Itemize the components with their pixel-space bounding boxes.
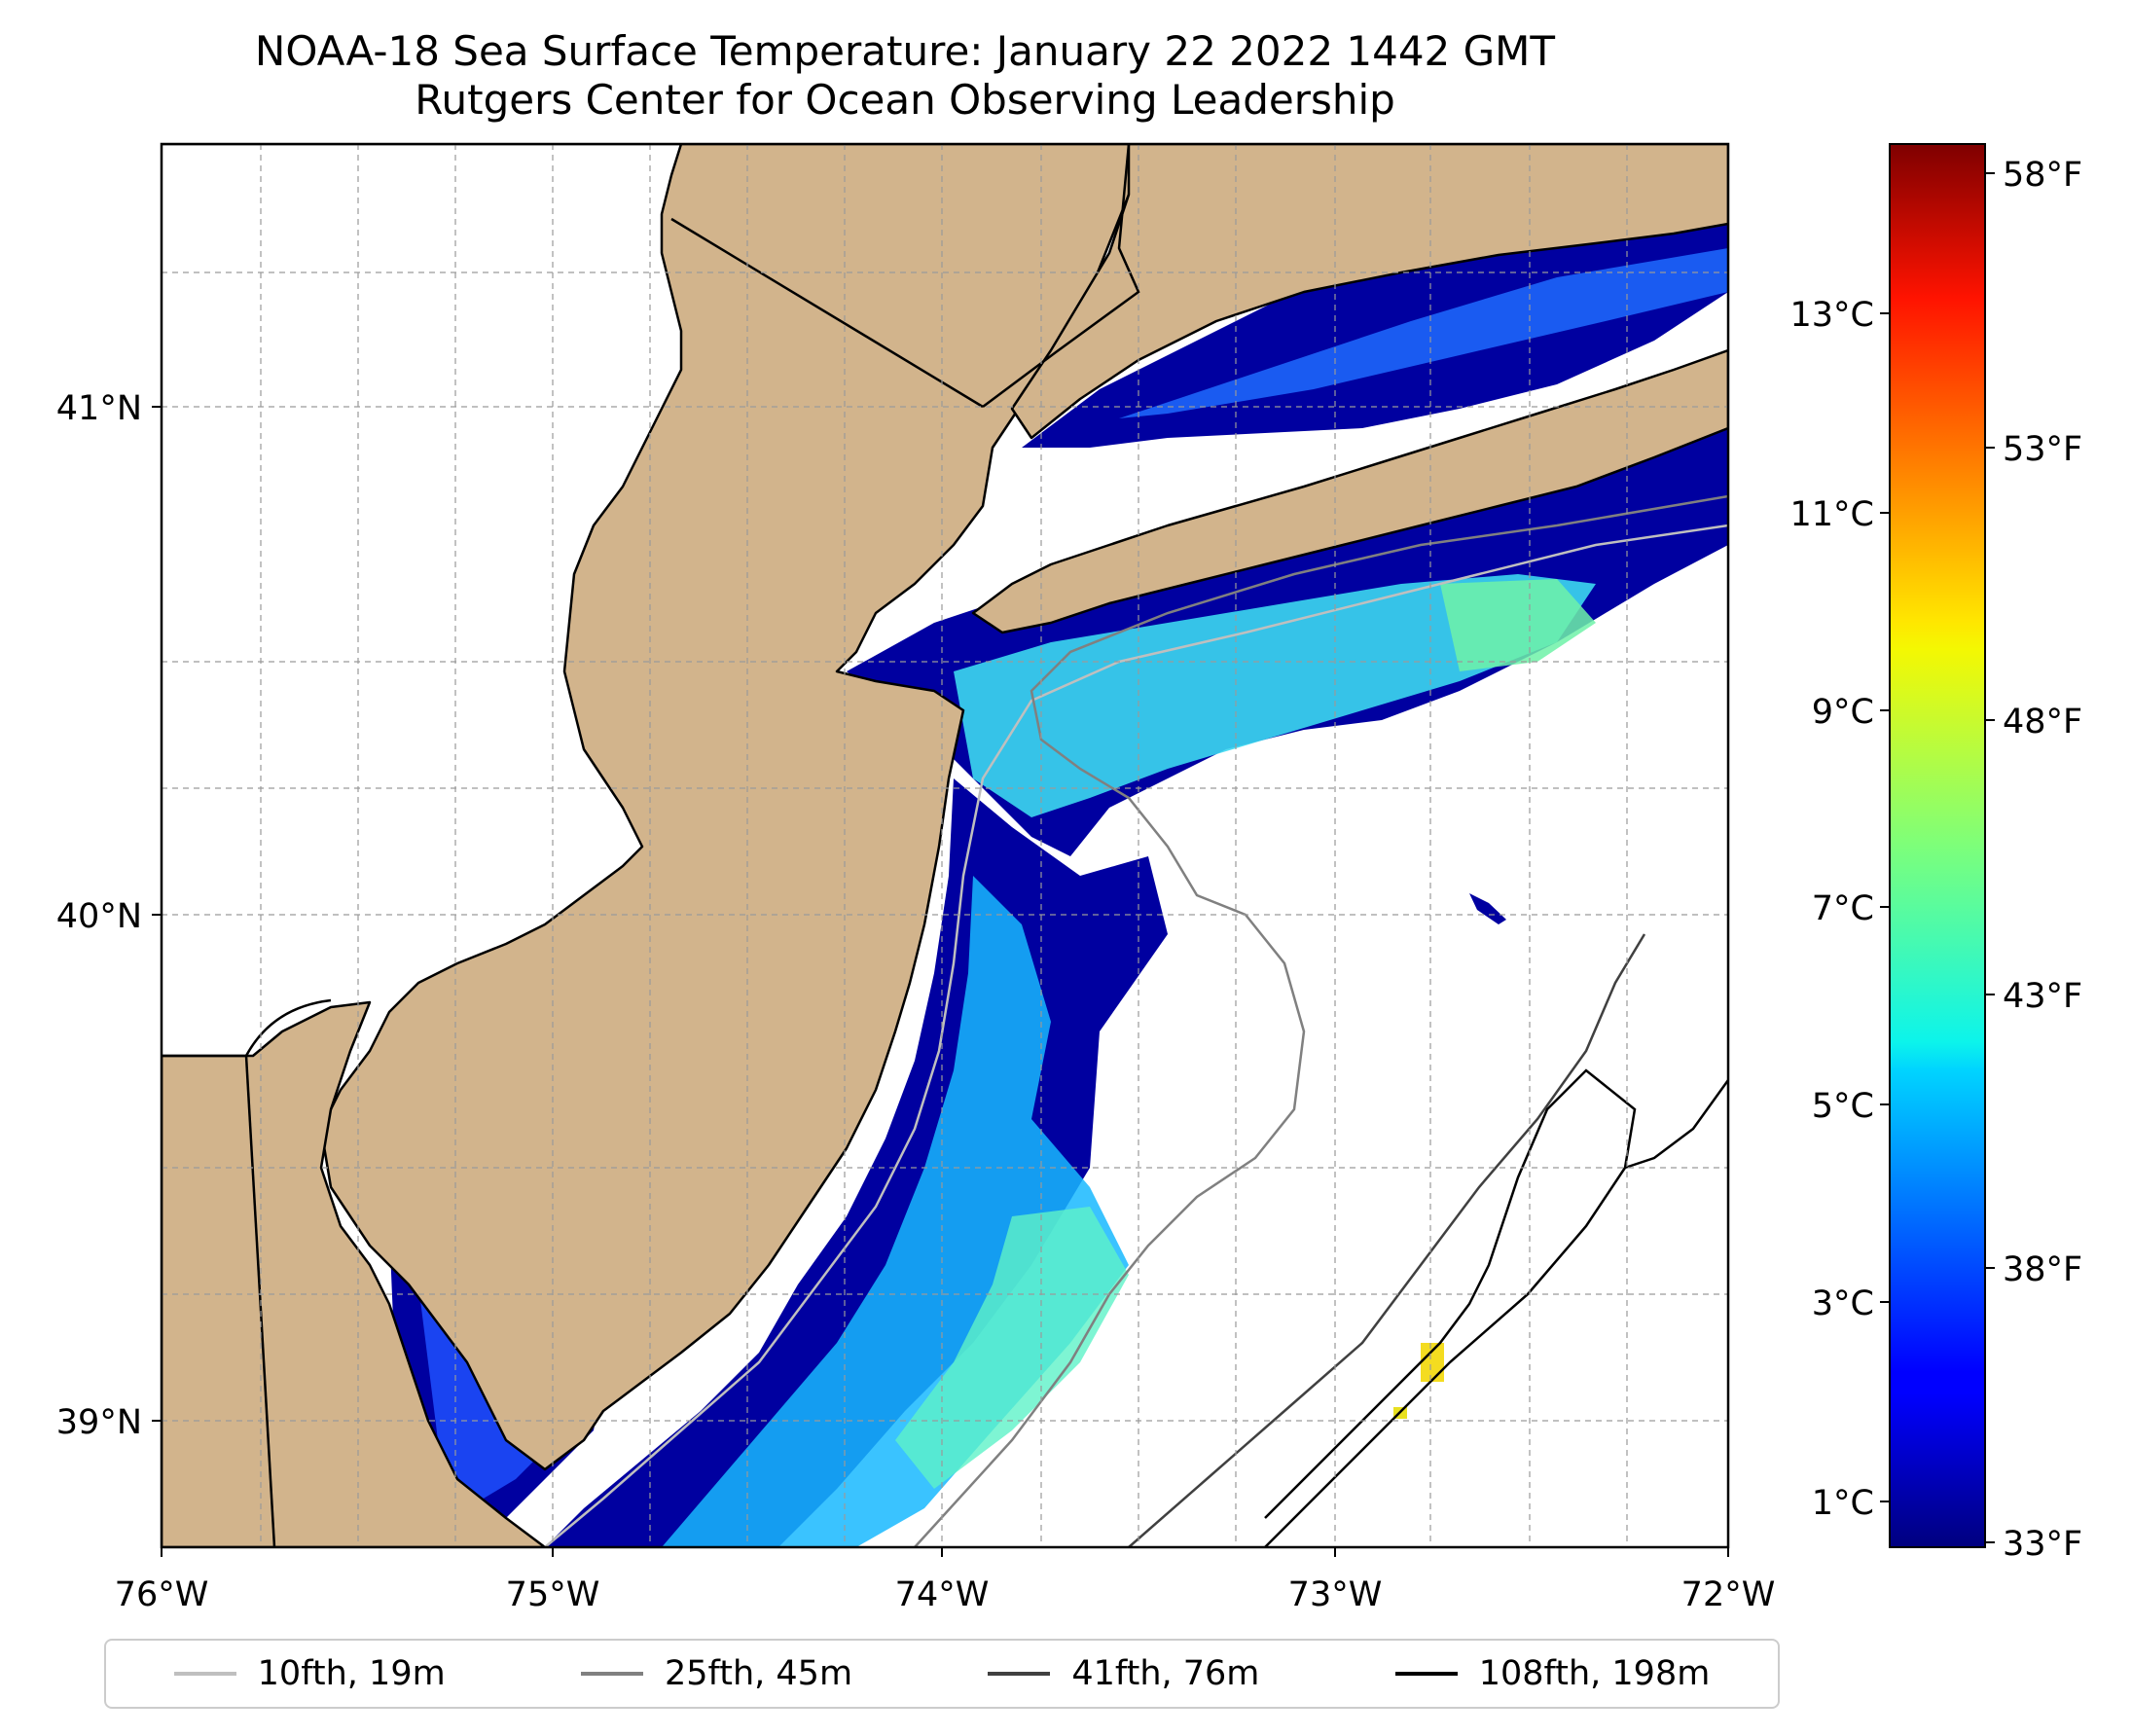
land xyxy=(162,144,1728,1547)
sst-shelf-green xyxy=(1440,579,1596,671)
legend-label-10fth: 10fth, 19m xyxy=(257,1654,446,1693)
isobath-108fth-east xyxy=(1624,1079,1728,1170)
y-tick-39n: 39°N xyxy=(56,1403,142,1442)
legend-label-25fth: 25fth, 45m xyxy=(665,1654,853,1693)
title-line-2: Rutgers Center for Ocean Observing Leade… xyxy=(415,76,1395,124)
title-line-1: NOAA-18 Sea Surface Temperature: January… xyxy=(254,27,1556,75)
land-long-island xyxy=(971,348,1728,634)
sst-nj-shelf-aqua xyxy=(895,1207,1129,1489)
map-layers xyxy=(162,144,1728,1547)
cbar-tick-3c: 3°C xyxy=(1812,1284,1874,1323)
isobath-legend: 10fth, 19m 25fth, 45m 41fth, 76m 108fth,… xyxy=(104,1639,1780,1709)
gridlines xyxy=(162,144,1728,1547)
border-ny-nj xyxy=(670,217,984,409)
map-title: NOAA-18 Sea Surface Temperature: January… xyxy=(0,27,1810,125)
legend-swatch-41fth xyxy=(988,1672,1051,1676)
map-frame xyxy=(160,142,1730,1549)
legend-label-41fth: 41fth, 76m xyxy=(1071,1654,1260,1693)
colorbar xyxy=(1889,143,1986,1548)
land-new-jersey-and-mainland xyxy=(162,144,1140,1471)
legend-item-41fth: 41fth, 76m xyxy=(988,1654,1259,1693)
sst-warm-patch xyxy=(1421,1343,1444,1382)
cbar-tick-43f: 43°F xyxy=(2003,977,2082,1016)
x-tick-75w: 75°W xyxy=(506,1575,600,1614)
cbar-tick-58f: 58°F xyxy=(2003,156,2082,195)
sst-offshore-sliver xyxy=(1469,893,1506,924)
land-west-shore xyxy=(162,1000,547,1547)
cbar-tick-38f: 38°F xyxy=(2003,1250,2082,1289)
legend-swatch-108fth xyxy=(1394,1672,1458,1676)
sst-long-island-sound-warm xyxy=(1119,248,1728,418)
legend-item-108fth: 108fth, 198m xyxy=(1394,1654,1711,1693)
cbar-tick-5c: 5°C xyxy=(1812,1087,1874,1126)
x-tick-76w: 76°W xyxy=(115,1575,209,1614)
x-tick-73w: 73°W xyxy=(1288,1575,1383,1614)
isobath-108fth xyxy=(1264,1068,1637,1547)
land-connecticut xyxy=(1010,144,1728,440)
cbar-tick-33f: 33°F xyxy=(2003,1525,2082,1564)
state-borders xyxy=(162,144,1140,1547)
cbar-tick-13c: 13°C xyxy=(1790,296,1874,335)
cbar-tick-11c: 11°C xyxy=(1790,495,1874,534)
y-tick-40n: 40°N xyxy=(56,897,142,936)
isobath-25fth xyxy=(914,494,1728,1547)
isobath-41fth xyxy=(1128,933,1646,1547)
legend-swatch-25fth xyxy=(581,1672,644,1676)
cbar-tick-48f: 48°F xyxy=(2003,703,2082,741)
x-tick-74w: 74°W xyxy=(895,1575,990,1614)
axis-tick-marks xyxy=(152,406,1729,1557)
border-de-pa xyxy=(162,998,332,1058)
legend-swatch-10fth xyxy=(173,1672,236,1676)
isobaths xyxy=(544,494,1728,1547)
cbar-tick-1c: 1°C xyxy=(1812,1484,1874,1523)
cbar-tick-9c: 9°C xyxy=(1812,693,1874,732)
y-tick-41n: 41°N xyxy=(56,389,142,428)
x-tick-72w: 72°W xyxy=(1681,1575,1776,1614)
legend-item-10fth: 10fth, 19m xyxy=(173,1654,446,1693)
legend-item-25fth: 25fth, 45m xyxy=(581,1654,852,1693)
cbar-tick-7c: 7°C xyxy=(1812,889,1874,928)
border-ny-ct xyxy=(982,144,1140,409)
isobath-10fth xyxy=(544,524,1728,1547)
colorbar-ticks xyxy=(1880,172,1995,1543)
legend-label-108fth: 108fth, 198m xyxy=(1478,1654,1711,1693)
cbar-tick-53f: 53°F xyxy=(2003,430,2082,469)
